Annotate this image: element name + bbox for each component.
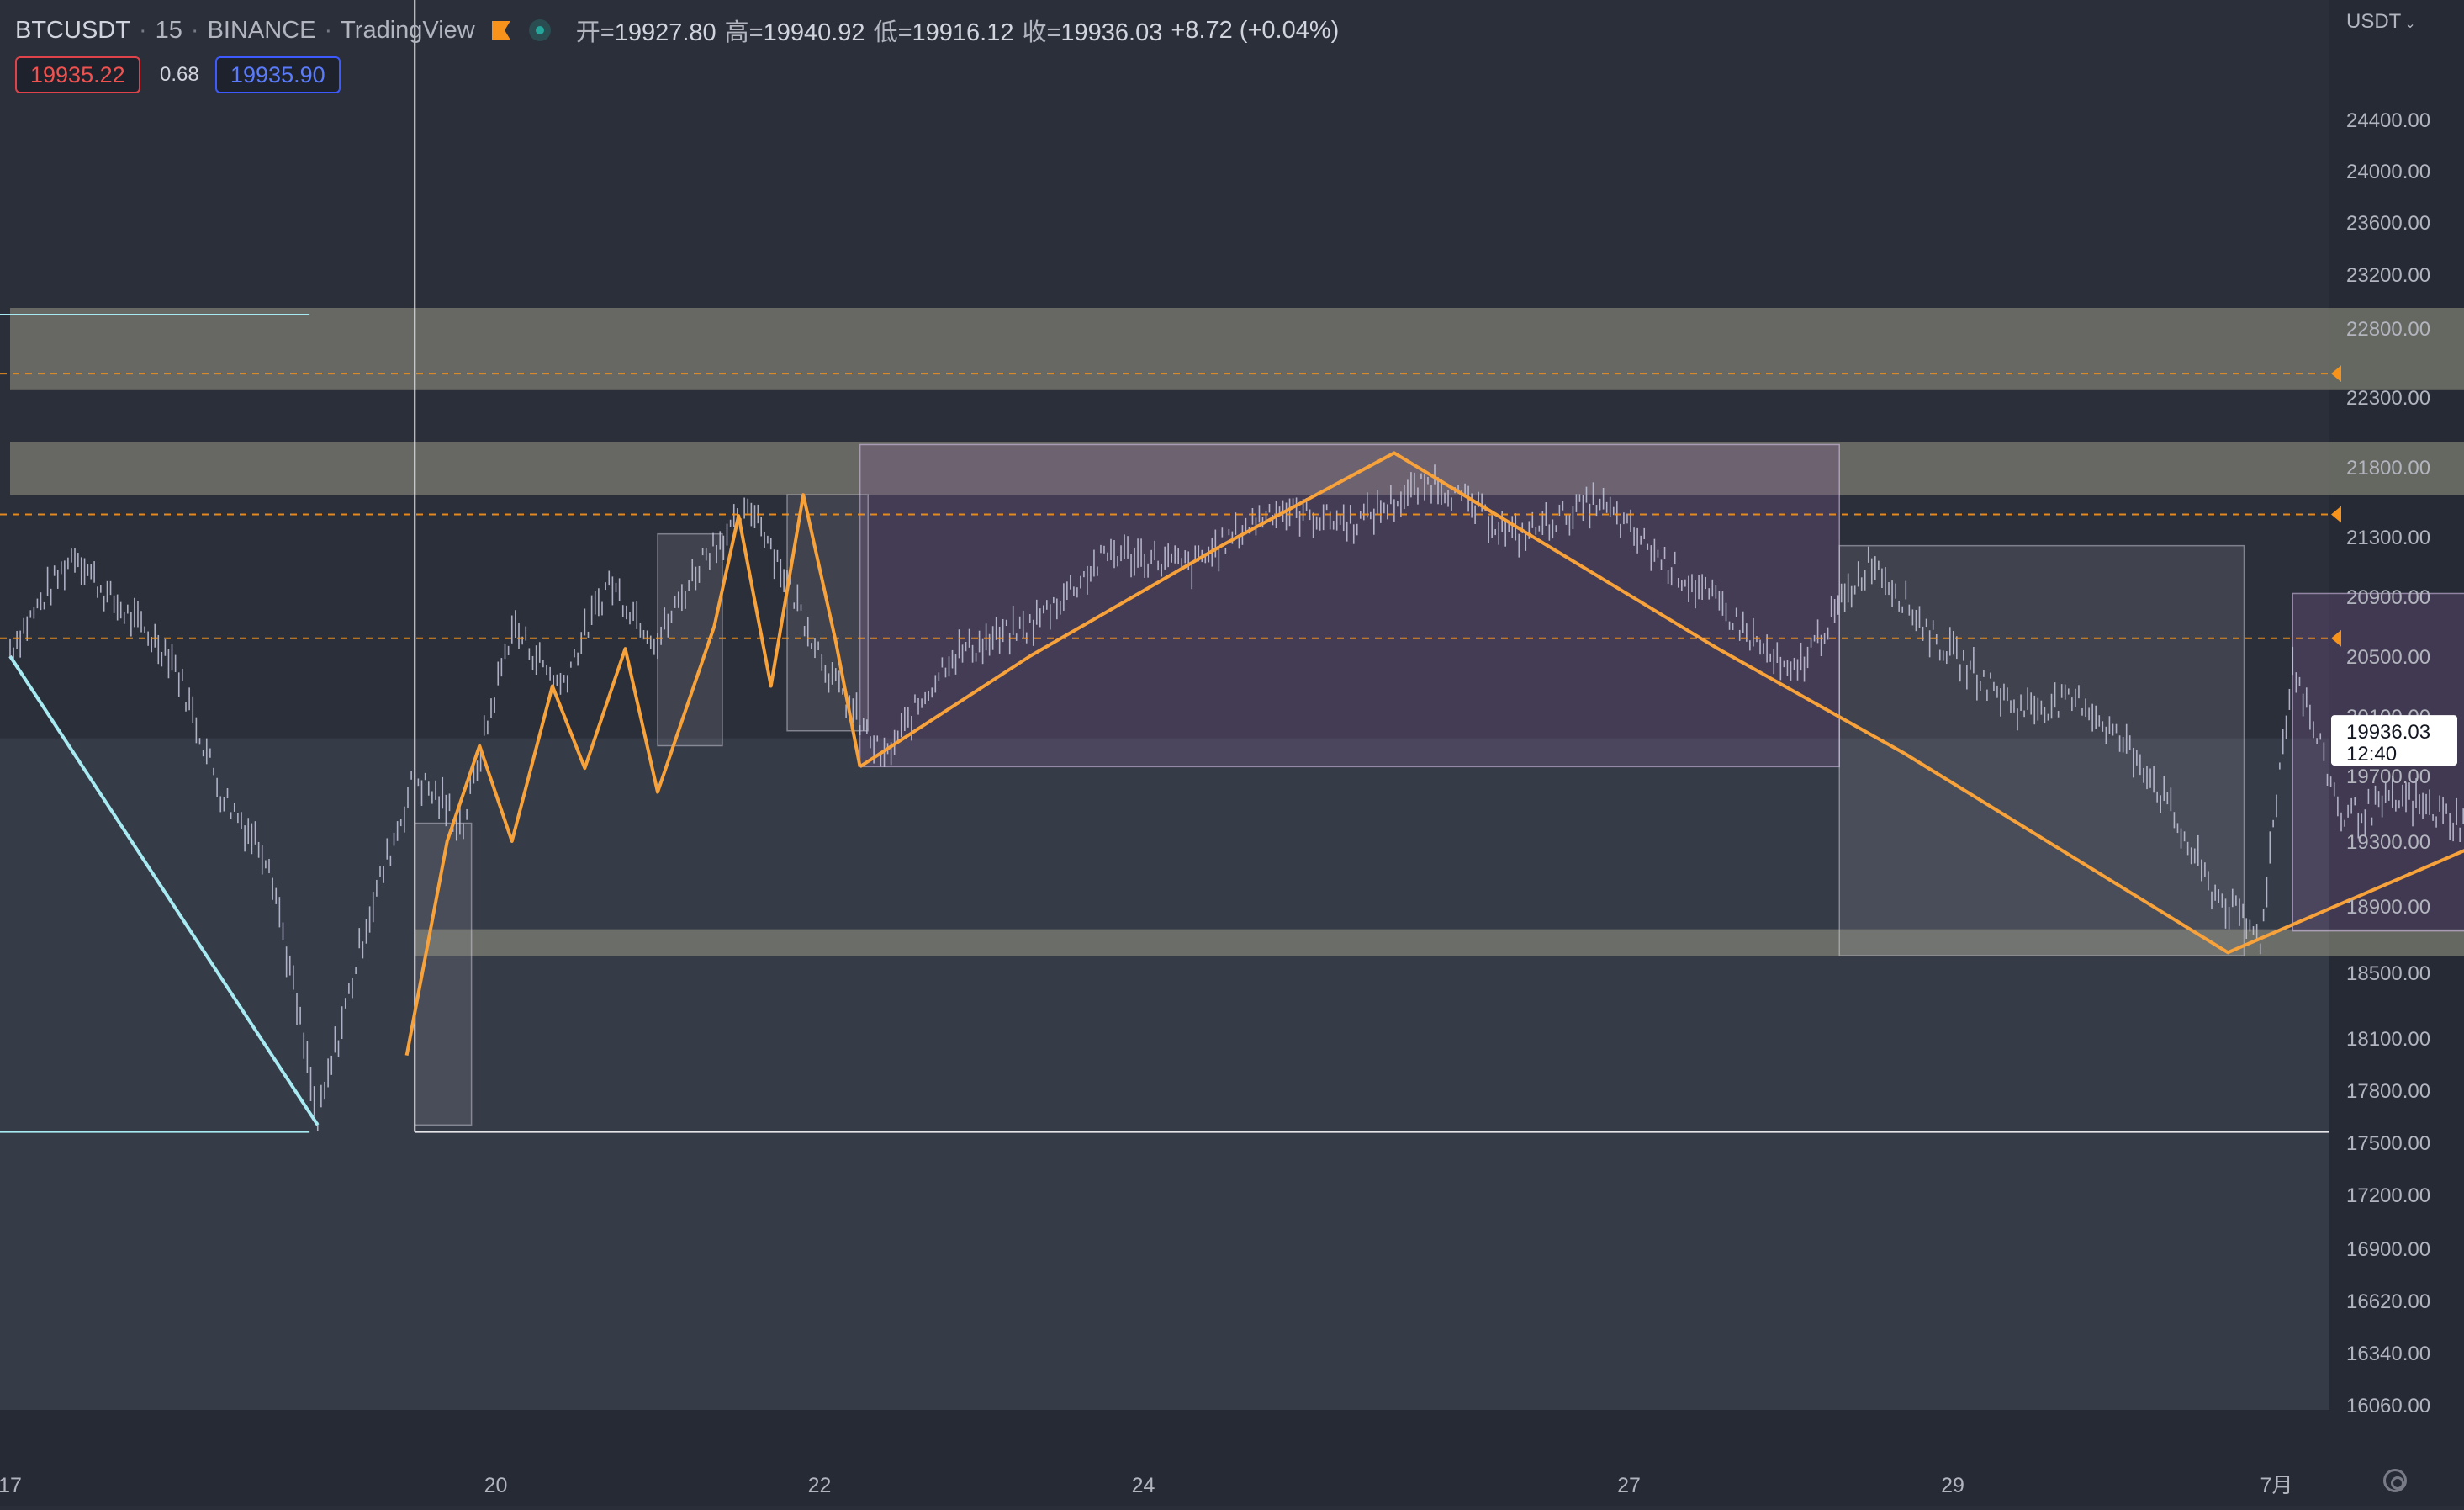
- zone-rect: [10, 442, 2464, 495]
- ohlc-low: 低=19916.12: [874, 13, 1014, 48]
- lower-pane-bg: [0, 738, 2329, 1410]
- cyan-trend-line: [8, 654, 320, 1126]
- ohlc-close: 收=19936.03: [1022, 13, 1162, 48]
- ohlc-close-label: 收=: [1022, 19, 1061, 46]
- ohlc-high-value: 19940.92: [763, 19, 865, 46]
- platform-label: TradingView: [341, 16, 475, 44]
- zone-rect: [415, 929, 2464, 956]
- price-tick-label: 20500.00: [2346, 646, 2430, 669]
- time-tick-label: 27: [1617, 1474, 1641, 1497]
- range-box: [414, 822, 473, 1126]
- price-tick-label: 16620.00: [2346, 1290, 2430, 1313]
- ohlc-low-label: 低=: [873, 19, 912, 46]
- ohlc-open: 开=19927.80: [576, 13, 716, 48]
- price-tick-label: 21800.00: [2346, 457, 2430, 479]
- sell-price-button[interactable]: 19935.22: [15, 56, 140, 93]
- price-tick-label: 16060.00: [2346, 1395, 2430, 1417]
- ohlc-open-label: 开=: [575, 19, 615, 46]
- time-tick-label: 20: [484, 1474, 508, 1497]
- zigzag-early-line: [404, 493, 862, 1057]
- price-tick-label: 24400.00: [2346, 109, 2430, 132]
- price-tick-label: 22800.00: [2346, 318, 2430, 341]
- price-tick-label: 24000.00: [2346, 161, 2430, 183]
- time-tick-label: 29: [1941, 1474, 1964, 1497]
- price-axis-bg: [2329, 0, 2464, 1410]
- ohlc-high: 高=19940.92: [725, 13, 865, 48]
- time-axis-bg: [0, 1410, 2464, 1506]
- price-tick-label: 20900.00: [2346, 586, 2430, 609]
- interval-label[interactable]: 15: [155, 16, 182, 44]
- zone-rect: [10, 308, 2464, 390]
- ohlc-low-value: 19916.12: [912, 19, 1014, 46]
- spread-value: 0.68: [160, 63, 199, 86]
- candles-group: [9, 464, 2464, 1131]
- price-tick-label: 19700.00: [2346, 766, 2430, 788]
- zigzag-main-line: [859, 451, 2464, 955]
- time-tick-label: 24: [1132, 1474, 1155, 1497]
- ohlc-close-value: 19936.03: [1060, 19, 1163, 46]
- level-marker-icon: [2331, 506, 2341, 523]
- time-tick-label: 7月: [2260, 1474, 2293, 1497]
- range-box: [657, 532, 723, 747]
- chart-header: BTCUSDT · 15 · BINANCE · TradingView 开=1…: [15, 13, 1347, 47]
- symbol-label[interactable]: BTCUSDT: [15, 16, 130, 44]
- range-box: [786, 494, 869, 732]
- price-tick-label: 23600.00: [2346, 212, 2430, 235]
- separator: ·: [190, 16, 199, 44]
- price-tick-label: 17200.00: [2346, 1184, 2430, 1207]
- exchange-label: BINANCE: [207, 16, 316, 44]
- price-tick-label: 19300.00: [2346, 831, 2430, 854]
- price-tick-label: 18500.00: [2346, 962, 2430, 985]
- currency-label: USDT: [2346, 10, 2402, 33]
- price-tick-label: 16900.00: [2346, 1238, 2430, 1261]
- price-tick-label: 18900.00: [2346, 896, 2430, 919]
- price-tick-label: 22300.00: [2346, 387, 2430, 410]
- time-tick-label: 22: [808, 1474, 832, 1497]
- last-price-tag: [2331, 715, 2457, 766]
- flag-icon[interactable]: [492, 21, 510, 40]
- range-box: [859, 443, 1840, 768]
- chevron-down-icon: ⌄: [2404, 17, 2416, 31]
- market-status-dot-icon: [528, 19, 551, 41]
- separator: ·: [138, 16, 147, 44]
- level-marker-icon: [2331, 365, 2341, 383]
- price-tick-label: 21300.00: [2346, 527, 2430, 549]
- price-tick-label: 16340.00: [2346, 1343, 2430, 1365]
- price-tick-label: 17800.00: [2346, 1080, 2430, 1103]
- range-box: [1838, 544, 2245, 957]
- countdown-label: 12:40: [2346, 743, 2397, 766]
- ohlc-high-label: 高=: [724, 19, 764, 46]
- last-price-label: 19936.03: [2346, 721, 2430, 744]
- ohlc-open-value: 19927.80: [614, 19, 716, 46]
- currency-selector[interactable]: USDT ⌄: [2346, 10, 2416, 34]
- time-tick-label: 17: [0, 1474, 22, 1497]
- separator: ·: [324, 16, 333, 44]
- level-marker-icon: [2331, 629, 2341, 647]
- price-tick-label: 18100.00: [2346, 1028, 2430, 1051]
- ohlc-change: +8.72 (+0.04%): [1171, 16, 1340, 44]
- price-tick-label: 17500.00: [2346, 1132, 2430, 1155]
- settings-icon[interactable]: [2383, 1469, 2407, 1492]
- price-tick-label: 23200.00: [2346, 264, 2430, 287]
- buy-price-button[interactable]: 19935.90: [215, 56, 341, 93]
